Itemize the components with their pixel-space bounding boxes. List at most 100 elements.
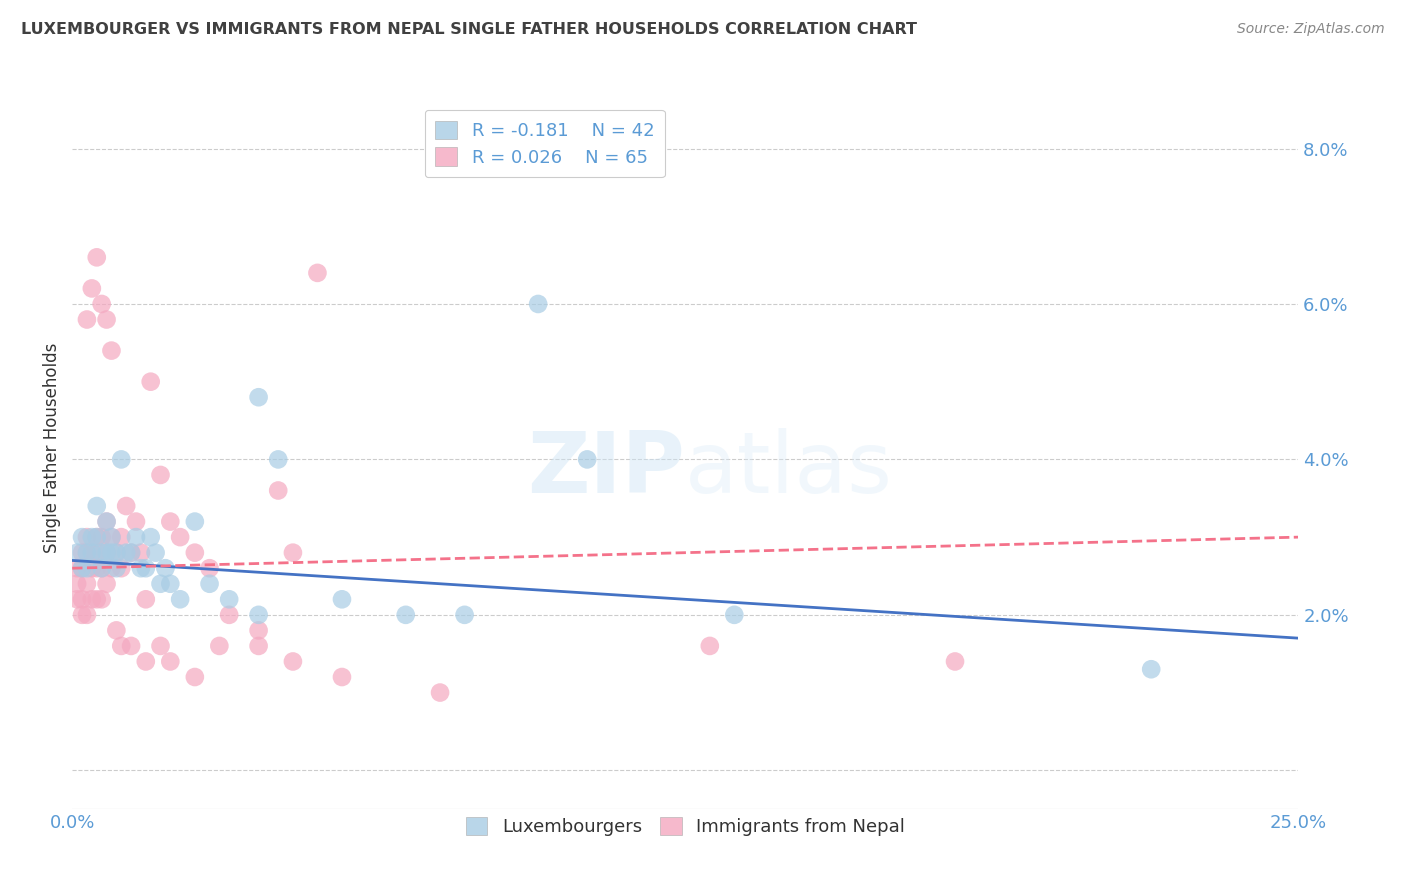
Point [115,546,138,560]
Point [247,639,270,653]
Point [247,624,270,638]
Point [307,266,329,280]
Point [943,655,966,669]
Point [96,546,118,560]
Point [135,561,157,575]
Point [80,546,103,560]
Point [100,530,122,544]
Point [453,607,475,622]
Point [70,607,93,622]
Point [66,592,89,607]
Point [139,530,162,544]
Point [198,561,221,575]
Point [70,592,93,607]
Point [110,530,132,544]
Point [105,624,128,638]
Point [110,452,132,467]
Point [80,530,103,544]
Point [76,530,98,544]
Point [96,312,118,326]
Point [80,546,103,560]
Point [149,639,172,653]
Point [86,561,108,575]
Point [120,546,142,560]
Legend: Luxembourgers, Immigrants from Nepal: Luxembourgers, Immigrants from Nepal [458,810,912,844]
Point [184,515,207,529]
Point [76,312,98,326]
Point [86,592,108,607]
Point [576,452,599,467]
Point [76,561,98,575]
Point [76,607,98,622]
Point [100,546,122,560]
Point [90,561,112,575]
Point [169,592,191,607]
Point [330,670,353,684]
Point [149,467,172,482]
Point [70,561,93,575]
Point [105,546,128,560]
Point [86,530,108,544]
Point [90,561,112,575]
Point [100,530,122,544]
Point [135,655,157,669]
Point [110,561,132,575]
Point [155,561,177,575]
Point [184,546,207,560]
Point [105,546,128,560]
Point [267,452,290,467]
Point [90,297,112,311]
Point [184,670,207,684]
Point [159,576,181,591]
Point [96,576,118,591]
Point [76,576,98,591]
Point [105,561,128,575]
Point [169,530,191,544]
Point [218,607,240,622]
Point [76,546,98,560]
Point [149,576,172,591]
Point [80,592,103,607]
Point [100,343,122,358]
Point [96,515,118,529]
Text: Source: ZipAtlas.com: Source: ZipAtlas.com [1237,22,1385,37]
Point [208,639,231,653]
Point [120,639,142,653]
Y-axis label: Single Father Households: Single Father Households [44,343,60,553]
Point [86,250,108,264]
Point [70,561,93,575]
Point [281,655,304,669]
Point [699,639,721,653]
Point [90,530,112,544]
Point [86,546,108,560]
Point [129,561,152,575]
Text: ZIP: ZIP [527,428,685,511]
Point [96,546,118,560]
Point [281,546,304,560]
Point [145,546,167,560]
Point [330,592,353,607]
Point [218,592,240,607]
Point [70,546,93,560]
Point [66,546,89,560]
Point [100,561,122,575]
Point [129,546,152,560]
Point [429,685,451,699]
Point [66,561,89,575]
Point [90,592,112,607]
Point [159,515,181,529]
Point [395,607,418,622]
Point [1140,662,1163,676]
Point [139,375,162,389]
Point [70,530,93,544]
Point [198,576,221,591]
Point [86,530,108,544]
Point [80,281,103,295]
Point [247,390,270,404]
Point [135,592,157,607]
Point [723,607,745,622]
Point [267,483,290,498]
Point [120,546,142,560]
Point [527,297,550,311]
Point [110,639,132,653]
